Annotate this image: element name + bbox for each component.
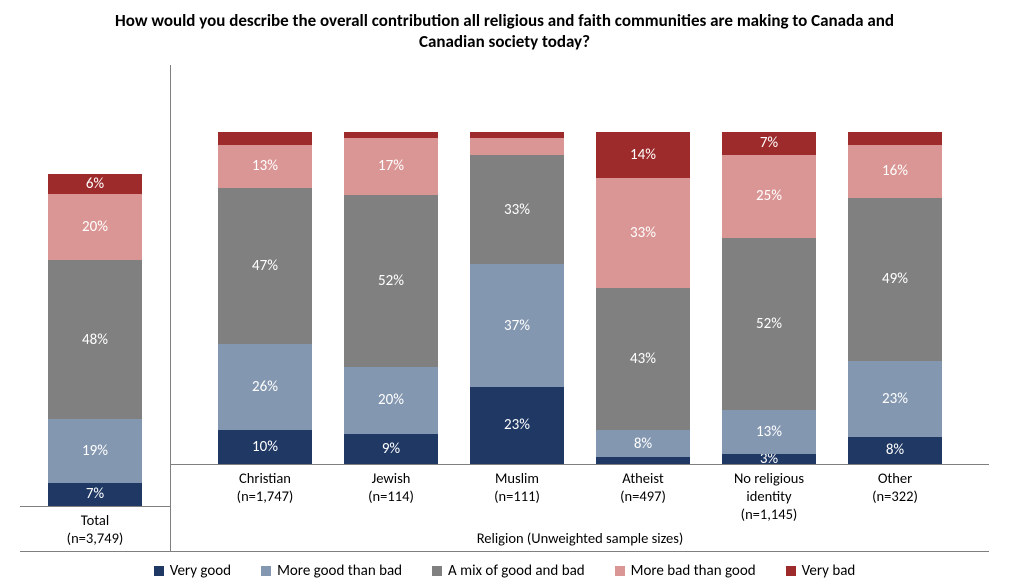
- legend-label: Very good: [170, 562, 231, 580]
- bar-column: 4%16%49%23%8%: [848, 65, 942, 464]
- bar-stack: 17%52%20%9%: [344, 132, 438, 464]
- group-label: Total(n=3,749): [20, 507, 170, 551]
- legend-swatch: [786, 566, 796, 576]
- legend-label: A mix of good and bad: [448, 562, 585, 580]
- segment-mix: 49%: [848, 198, 942, 361]
- legend-item-very_bad: Very bad: [786, 562, 856, 580]
- segment-mix: 52%: [722, 238, 816, 411]
- segment-more_bad: 16%: [848, 145, 942, 198]
- segment-more_bad: 33%: [596, 178, 690, 288]
- bar-stack: 4%16%49%23%8%: [848, 132, 942, 464]
- segment-very_bad: 4%: [218, 132, 312, 145]
- legend-item-more_bad: More bad than good: [615, 562, 756, 580]
- segment-mix: 52%: [344, 195, 438, 368]
- legend-item-very_good: Very good: [154, 562, 231, 580]
- category-label: Jewish(n=114): [344, 469, 438, 523]
- category-label: Muslim(n=111): [470, 469, 564, 523]
- segment-more_good: 26%: [218, 344, 312, 430]
- segment-very_bad: 4%: [848, 132, 942, 145]
- segment-very_good: 10%: [218, 430, 312, 463]
- segment-more_bad: 13%: [218, 145, 312, 188]
- bar-column: 5%33%37%23%: [470, 65, 564, 464]
- bars-row: 6%20%48%19%7%: [20, 65, 170, 507]
- group-total: 6%20%48%19%7%Total(n=3,749): [20, 65, 170, 553]
- bar-column: 4%13%47%26%10%: [218, 65, 312, 464]
- segment-more_good: 20%: [344, 367, 438, 433]
- segment-very_bad: [470, 132, 564, 139]
- segment-more_bad: 20%: [48, 194, 142, 260]
- segment-very_good: 8%: [848, 437, 942, 464]
- legend-label: Very bad: [802, 562, 856, 580]
- legend-label: More bad than good: [631, 562, 756, 580]
- segment-more_bad: 17%: [344, 138, 438, 194]
- chart-container: How would you describe the overall contr…: [0, 0, 1009, 588]
- segment-mix: 48%: [48, 260, 142, 419]
- category-label: No religiousidentity(n=1,145): [722, 469, 816, 523]
- chart-title: How would you describe the overall contr…: [20, 10, 989, 65]
- segment-very_good: 23%: [470, 387, 564, 463]
- segment-more_good: 23%: [848, 361, 942, 437]
- segment-mix: 43%: [596, 288, 690, 431]
- segment-mix: 47%: [218, 188, 312, 344]
- legend: Very good More good than bad A mix of good…: [20, 552, 989, 580]
- segment-very_bad: 6%: [48, 174, 142, 194]
- segment-very_good: 7%: [48, 483, 142, 506]
- legend-swatch: [154, 566, 164, 576]
- segment-more_good: 19%: [48, 419, 142, 482]
- bar-column: 14%33%43%8%: [596, 65, 690, 464]
- segment-very_good: 9%: [344, 434, 438, 464]
- group-religion: 4%13%47%26%10%17%52%20%9%5%33%37%23%14%3…: [170, 65, 989, 553]
- legend-label: More good than bad: [277, 562, 402, 580]
- bar-stack: 7%25%52%13%3%: [722, 132, 816, 464]
- bar-stack: 14%33%43%8%: [596, 132, 690, 464]
- bar-stack: 4%13%47%26%10%: [218, 132, 312, 464]
- legend-item-more_good: More good than bad: [261, 562, 402, 580]
- segment-more_good: 37%: [470, 264, 564, 387]
- bars-row: 4%13%47%26%10%17%52%20%9%5%33%37%23%14%3…: [171, 65, 989, 465]
- segment-very_bad: [344, 132, 438, 139]
- bar-column: 6%20%48%19%7%: [48, 65, 142, 506]
- category-label: Christian(n=1,747): [218, 469, 312, 523]
- category-labels-row: Christian(n=1,747) Jewish(n=114) Muslim(n=…: [171, 465, 989, 525]
- group-label: Religion (Unweighted sample sizes): [171, 525, 989, 551]
- legend-swatch: [615, 566, 625, 576]
- category-label: Other(n=322): [848, 469, 942, 523]
- segment-more_good: 8%: [596, 430, 690, 457]
- segment-more_bad: 5%: [470, 138, 564, 155]
- segment-very_good: 3%: [722, 454, 816, 464]
- segment-very_bad: 7%: [722, 132, 816, 155]
- segment-very_good: [596, 457, 690, 464]
- category-label: Atheist(n=497): [596, 469, 690, 523]
- legend-swatch: [432, 566, 442, 576]
- plot-area: 6%20%48%19%7%Total(n=3,749)4%13%47%26%10…: [20, 65, 989, 553]
- segment-more_bad: 25%: [722, 155, 816, 238]
- bar-column: 17%52%20%9%: [344, 65, 438, 464]
- segment-very_bad: 14%: [596, 132, 690, 178]
- bar-column: 7%25%52%13%3%: [722, 65, 816, 464]
- bar-stack: 6%20%48%19%7%: [48, 174, 142, 506]
- segment-more_good: 13%: [722, 410, 816, 453]
- bar-stack: 5%33%37%23%: [470, 132, 564, 464]
- legend-swatch: [261, 566, 271, 576]
- legend-item-mix: A mix of good and bad: [432, 562, 585, 580]
- segment-mix: 33%: [470, 155, 564, 265]
